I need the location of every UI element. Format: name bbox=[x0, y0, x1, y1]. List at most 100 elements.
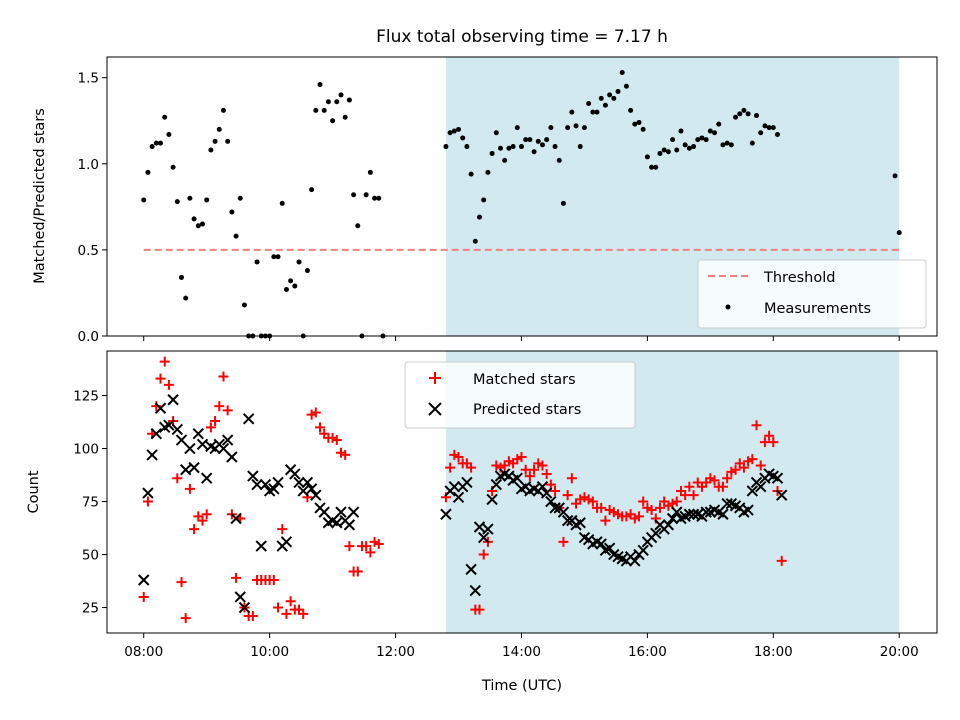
predicted-star-marker bbox=[574, 517, 586, 529]
matched-star-marker bbox=[709, 475, 720, 486]
predicted-star-marker bbox=[549, 502, 561, 514]
matched-star-marker bbox=[340, 449, 351, 460]
matched-star-marker bbox=[722, 473, 733, 484]
measurement-point bbox=[716, 121, 722, 127]
measurement-point bbox=[275, 254, 281, 260]
measurement-point bbox=[376, 195, 382, 201]
measurement-point bbox=[456, 126, 462, 132]
measurement-point bbox=[145, 169, 151, 175]
measurement-point bbox=[338, 92, 344, 98]
top-y-tick-label: 1.5 bbox=[78, 71, 99, 87]
legend-measurements-label: Measurements bbox=[764, 301, 871, 317]
predicted-star-marker bbox=[666, 512, 679, 525]
matched-star-marker bbox=[688, 490, 699, 501]
measurement-point bbox=[674, 147, 680, 153]
predicted-star-marker bbox=[196, 438, 209, 451]
matched-star-marker bbox=[285, 596, 296, 607]
predicted-star-marker bbox=[268, 483, 280, 495]
predicted-star-marker bbox=[171, 423, 184, 436]
measurement-point bbox=[334, 99, 340, 105]
measurement-point bbox=[187, 195, 193, 201]
predicted-star-marker bbox=[717, 508, 729, 520]
measurement-point bbox=[233, 233, 239, 239]
measurement-point bbox=[288, 278, 294, 284]
predicted-star-marker bbox=[482, 523, 494, 535]
bottom-axis-ticks: 25 50 75 100 125 08:00 10:00 12:00 14:00 16:00 18:… bbox=[73, 389, 918, 660]
measurement-point bbox=[346, 97, 352, 103]
measurement-point bbox=[569, 109, 575, 115]
measurement-point bbox=[225, 138, 231, 144]
measurement-point bbox=[707, 128, 713, 134]
predicted-star-marker bbox=[305, 483, 318, 495]
measurement-point bbox=[565, 125, 571, 131]
predicted-star-marker bbox=[561, 514, 574, 527]
matched-star-marker bbox=[537, 460, 548, 471]
measurement-point bbox=[254, 259, 260, 265]
measurement-point bbox=[514, 125, 520, 131]
measurement-point bbox=[477, 214, 483, 220]
measurement-point bbox=[678, 128, 684, 134]
matched-star-marker bbox=[365, 547, 376, 558]
measurement-point bbox=[162, 114, 168, 120]
bottom-x-tick-label: 14:00 bbox=[502, 644, 541, 660]
top-axis-ticks: 0.0 0.5 1.0 1.5 bbox=[78, 71, 900, 345]
matched-star-marker bbox=[201, 509, 212, 520]
predicted-star-marker bbox=[687, 508, 700, 520]
predicted-star-marker bbox=[637, 544, 649, 557]
measurement-point bbox=[216, 126, 222, 132]
measurement-point bbox=[661, 147, 667, 153]
matched-star-marker bbox=[277, 524, 288, 535]
matched-star-marker bbox=[680, 490, 691, 501]
measurement-point bbox=[670, 137, 676, 143]
matched-star-marker bbox=[445, 462, 456, 473]
measurement-point bbox=[615, 88, 621, 94]
measurement-point bbox=[237, 195, 243, 201]
measurement-point bbox=[304, 268, 310, 274]
matched-star-marker bbox=[172, 473, 183, 484]
predicted-star-marker bbox=[142, 487, 154, 499]
predicted-star-marker bbox=[465, 563, 477, 576]
matched-star-marker bbox=[184, 483, 195, 494]
bottom-x-tick-label: 18:00 bbox=[754, 644, 793, 660]
predicted-star-marker bbox=[293, 476, 305, 489]
measurement-point bbox=[632, 121, 638, 127]
measurement-point bbox=[602, 102, 608, 108]
predicted-star-marker bbox=[154, 402, 167, 414]
legend-measurements-swatch bbox=[725, 304, 731, 310]
top-y-axis-label: Matched/Predicted stars bbox=[32, 108, 48, 284]
matched-star-marker bbox=[529, 464, 540, 475]
measurement-point bbox=[229, 209, 235, 215]
measurement-point bbox=[598, 95, 604, 101]
predicted-star-marker bbox=[477, 531, 490, 544]
matched-star-marker bbox=[142, 496, 153, 507]
predicted-star-marker bbox=[255, 540, 267, 552]
matched-star-marker bbox=[352, 566, 363, 577]
count-points bbox=[138, 356, 788, 624]
predicted-star-marker bbox=[469, 584, 482, 597]
measurement-point bbox=[607, 92, 613, 98]
measurement-point bbox=[544, 137, 550, 143]
measurement-point bbox=[745, 111, 751, 117]
matched-star-marker bbox=[205, 422, 216, 433]
matched-star-marker bbox=[298, 608, 309, 619]
matched-star-marker bbox=[268, 574, 279, 585]
predicted-star-marker bbox=[167, 394, 179, 406]
bottom-y-tick-label: 75 bbox=[82, 495, 99, 511]
measurement-point bbox=[325, 99, 331, 105]
matched-star-marker bbox=[550, 485, 561, 496]
predicted-star-marker bbox=[242, 413, 255, 425]
measurement-point bbox=[766, 125, 772, 131]
measurement-point bbox=[443, 144, 449, 150]
matched-star-marker bbox=[247, 611, 258, 622]
measurement-point bbox=[191, 216, 197, 222]
predicted-star-marker bbox=[318, 506, 330, 518]
measurement-point bbox=[653, 164, 659, 170]
predicted-star-marker bbox=[536, 480, 549, 493]
measurement-point bbox=[531, 149, 537, 155]
matched-star-marker bbox=[755, 460, 766, 471]
measurement-point bbox=[309, 187, 315, 193]
top-y-tick-label: 0.0 bbox=[78, 329, 99, 345]
measurement-point bbox=[539, 142, 545, 148]
measurement-point bbox=[535, 138, 541, 144]
